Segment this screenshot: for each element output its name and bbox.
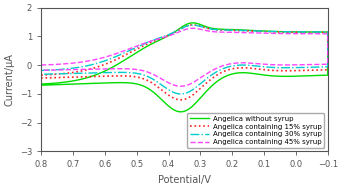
Angelica containing 45% syrup <box>299 64 303 66</box>
Angelica containing 15% syrup <box>136 47 140 50</box>
Angelica containing 45% syrup <box>39 69 43 71</box>
Line: Angelica without syrup: Angelica without syrup <box>41 23 328 112</box>
Line: Angelica containing 45% syrup: Angelica containing 45% syrup <box>41 28 328 86</box>
Angelica containing 15% syrup <box>299 69 303 72</box>
Angelica containing 15% syrup <box>191 24 195 26</box>
Angelica without syrup <box>115 63 119 66</box>
Angelica containing 30% syrup <box>115 55 119 57</box>
Angelica containing 30% syrup <box>311 66 315 68</box>
Angelica without syrup <box>191 22 195 24</box>
Angelica containing 45% syrup <box>39 64 43 66</box>
Angelica without syrup <box>179 111 183 113</box>
Angelica containing 30% syrup <box>39 69 43 72</box>
Angelica containing 30% syrup <box>191 24 195 26</box>
Angelica containing 30% syrup <box>233 29 237 31</box>
Angelica containing 45% syrup <box>179 85 183 87</box>
Angelica containing 30% syrup <box>179 93 183 95</box>
Angelica without syrup <box>233 29 237 31</box>
Angelica containing 30% syrup <box>39 73 43 75</box>
Angelica without syrup <box>39 84 43 86</box>
Angelica containing 15% syrup <box>115 58 119 60</box>
Angelica containing 45% syrup <box>191 27 195 29</box>
Angelica containing 45% syrup <box>288 33 292 35</box>
Angelica containing 45% syrup <box>233 31 237 33</box>
Angelica containing 15% syrup <box>288 31 292 33</box>
Angelica containing 45% syrup <box>136 44 140 47</box>
Angelica containing 15% syrup <box>233 29 237 32</box>
X-axis label: Potential/V: Potential/V <box>158 175 211 185</box>
Angelica without syrup <box>299 75 303 77</box>
Angelica containing 45% syrup <box>115 52 119 54</box>
Angelica containing 15% syrup <box>39 77 43 79</box>
Angelica containing 45% syrup <box>311 64 315 66</box>
Angelica containing 30% syrup <box>136 46 140 48</box>
Angelica without syrup <box>288 31 292 33</box>
Angelica containing 30% syrup <box>299 66 303 69</box>
Line: Angelica containing 30% syrup: Angelica containing 30% syrup <box>41 25 328 94</box>
Y-axis label: Current/μA: Current/μA <box>4 53 14 106</box>
Angelica containing 15% syrup <box>179 99 183 101</box>
Angelica containing 15% syrup <box>311 69 315 71</box>
Angelica containing 15% syrup <box>39 74 43 76</box>
Angelica without syrup <box>39 83 43 85</box>
Angelica without syrup <box>311 74 315 77</box>
Angelica without syrup <box>136 51 140 53</box>
Legend: Angelica without syrup, Angelica containing 15% syrup, Angelica containing 30% s: Angelica without syrup, Angelica contain… <box>187 113 324 148</box>
Line: Angelica containing 15% syrup: Angelica containing 15% syrup <box>41 25 328 100</box>
Angelica containing 30% syrup <box>288 31 292 33</box>
